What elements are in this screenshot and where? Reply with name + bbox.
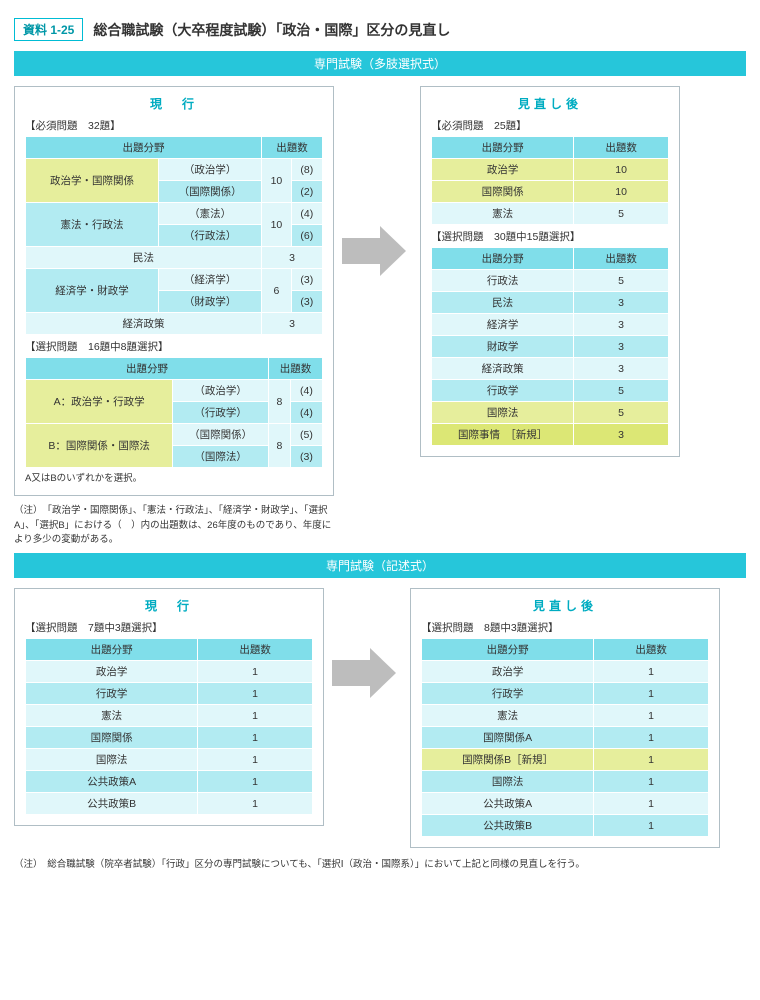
table-row: 国際関係1 <box>26 727 313 749</box>
doc-badge: 資料 1-25 <box>14 18 83 41</box>
section1-right-panel: 見直し後 【必須問題 25題】 出題分野出題数 政治学10国際関係10憲法5 【… <box>420 86 680 457</box>
section2-bar: 専門試験（記述式） <box>14 553 746 578</box>
s2-left-table: 出題分野出題数 政治学1行政学1憲法1国際関係1国際法1公共政策A1公共政策B1 <box>25 638 313 815</box>
section1-left-panel: 現 行 【必須問題 32題】 出題分野出題数 政治学・国際関係（政治学）10(8… <box>14 86 334 496</box>
s2-right-table: 出題分野出題数 政治学1行政学1憲法1国際関係A1国際関係B［新規］1国際法1公… <box>421 638 709 837</box>
s1-right-opt-table: 出題分野出題数 行政法5民法3経済学3財政学3経済政策3行政学5国際法5国際事情… <box>431 247 669 446</box>
s1-left-opt-table: 出題分野出題数 A：政治学・行政学（政治学）8(4) （行政学）(4) B：国際… <box>25 357 323 468</box>
table-row: 政治学10 <box>432 159 669 181</box>
table-row: 民法3 <box>432 292 669 314</box>
opt-label: 【選択問題 16題中8題選択】 <box>25 339 323 354</box>
req-label: 【必須問題 32題】 <box>25 118 323 133</box>
table-row: 公共政策A1 <box>422 793 709 815</box>
section2-footnote: （注） 総合職試験（院卒者試験）「行政」区分の専門試験についても、「選択Ⅰ（政治… <box>14 858 746 872</box>
section1-bar: 専門試験（多肢選択式） <box>14 51 746 76</box>
table-row: 行政法5 <box>432 270 669 292</box>
table-row: 政治学1 <box>26 661 313 683</box>
s1-left-note: A又はBのいずれかを選択。 <box>25 472 323 485</box>
table-row: 憲法1 <box>26 705 313 727</box>
table-row: 国際法1 <box>422 771 709 793</box>
table-row: 憲法5 <box>432 203 669 225</box>
section2-compare: 現 行 【選択問題 7題中3題選択】 出題分野出題数 政治学1行政学1憲法1国際… <box>14 588 746 848</box>
section1-compare: 現 行 【必須問題 32題】 出題分野出題数 政治学・国際関係（政治学）10(8… <box>14 86 746 496</box>
table-row: 経済政策3 <box>432 358 669 380</box>
table-row: 財政学3 <box>432 336 669 358</box>
table-row: 国際法5 <box>432 402 669 424</box>
section2-right-panel: 見直し後 【選択問題 8題中3題選択】 出題分野出題数 政治学1行政学1憲法1国… <box>410 588 720 848</box>
panel-title-revised: 見直し後 <box>431 95 669 112</box>
table-row: 国際事情 ［新規］3 <box>432 424 669 446</box>
arrow-col <box>342 86 412 276</box>
table-row: 国際関係A1 <box>422 727 709 749</box>
arrow-icon <box>332 648 402 698</box>
table-row: 行政学5 <box>432 380 669 402</box>
section1-footnote: （注） 「政治学・国際関係」、「憲法・行政法」、「経済学・財政学」、「選択A」、… <box>14 504 334 547</box>
table-row: 政治学1 <box>422 661 709 683</box>
arrow-col-2 <box>332 588 402 698</box>
section2-left-panel: 現 行 【選択問題 7題中3題選択】 出題分野出題数 政治学1行政学1憲法1国際… <box>14 588 324 826</box>
table-row: 国際関係B［新規］1 <box>422 749 709 771</box>
table-row: 行政学1 <box>26 683 313 705</box>
th-count: 出題数 <box>262 137 323 159</box>
table-row: 憲法1 <box>422 705 709 727</box>
panel-title-current: 現 行 <box>25 95 323 112</box>
th-field: 出題分野 <box>26 137 262 159</box>
table-row: 経済学3 <box>432 314 669 336</box>
arrow-icon <box>342 226 412 276</box>
doc-header: 資料 1-25 総合職試験（大卒程度試験）「政治・国際」区分の見直し <box>14 18 746 41</box>
s1-right-req-table: 出題分野出題数 政治学10国際関係10憲法5 <box>431 136 669 225</box>
table-row: 行政学1 <box>422 683 709 705</box>
table-row: 国際法1 <box>26 749 313 771</box>
table-row: 公共政策B1 <box>26 793 313 815</box>
doc-title: 総合職試験（大卒程度試験）「政治・国際」区分の見直し <box>93 20 450 40</box>
table-row: 国際関係10 <box>432 181 669 203</box>
s1-left-req-table: 出題分野出題数 政治学・国際関係（政治学）10(8) （国際関係）(2) 憲法・… <box>25 136 323 335</box>
table-row: 公共政策A1 <box>26 771 313 793</box>
table-row: 公共政策B1 <box>422 815 709 837</box>
